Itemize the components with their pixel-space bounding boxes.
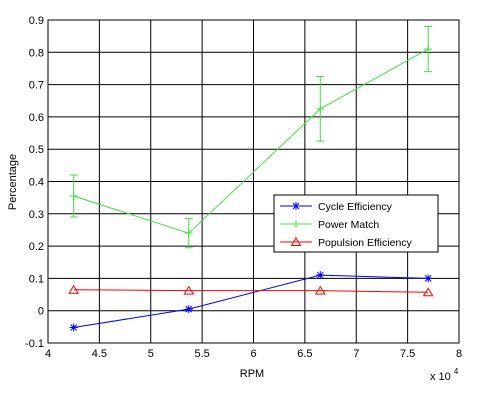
plus-marker (69, 192, 78, 201)
y-tick-label: 0.8 (29, 47, 44, 59)
x-tick-label: 4.5 (92, 348, 107, 360)
plus-marker (424, 45, 433, 54)
y-tick-label: 0.6 (29, 112, 44, 124)
y-tick-label: 0 (38, 306, 44, 318)
x-axis-ticks: 4 4.5 5 5.5 6 6.5 7 7.5 8 (45, 348, 462, 360)
plot-frame (47, 19, 460, 344)
y-tick-label: 0.5 (29, 144, 44, 156)
triangle-marker (314, 285, 326, 295)
triangle-marker (183, 285, 195, 295)
x-axis-label: RPM (240, 368, 264, 380)
triangle-marker (290, 237, 302, 246)
x-axis-multiplier: x 10 4 (430, 367, 459, 383)
legend-label: Power Match (318, 219, 379, 231)
asterisk-marker (316, 271, 325, 280)
series-line (73, 48, 429, 234)
asterisk-marker (69, 323, 78, 332)
x-tick-label: 5 (148, 348, 154, 360)
x-tick-label: 4 (45, 348, 51, 360)
legend-label: Cycle Efficiency (318, 201, 393, 213)
y-tick-label: 0.4 (29, 177, 44, 189)
asterisk-marker (184, 305, 193, 314)
legend: Cycle Efficiency Power Match Populsion Eff… (273, 194, 439, 253)
x-tick-label: 6.5 (297, 348, 312, 360)
x-tick-label: 8 (456, 348, 462, 360)
triangle-marker (68, 284, 80, 294)
y-tick-label: 0.2 (29, 241, 44, 253)
y-tick-label: 0.9 (29, 15, 44, 27)
data-markers (68, 45, 434, 332)
series-lines (73, 48, 429, 328)
y-axis-label: Percentage (7, 154, 19, 210)
series-line (73, 274, 429, 328)
plus-marker (184, 229, 193, 238)
x-tick-label: 6 (250, 348, 256, 360)
x-tick-label: 5.5 (194, 348, 209, 360)
asterisk-marker (424, 274, 433, 283)
y-tick-label: 0.3 (29, 209, 44, 221)
asterisk-marker (292, 202, 300, 210)
y-axis-ticks: -0.1 0 0.1 0.2 0.3 0.4 0.5 0.6 0.7 0.8 0.9 (25, 15, 44, 350)
x-multiplier-exponent: 4 (454, 367, 459, 376)
x-tick-label: 7 (353, 348, 359, 360)
y-tick-label: -0.1 (25, 338, 44, 350)
series-line (73, 289, 429, 293)
plus-marker (316, 104, 325, 113)
legend-label: Populsion Efficiency (318, 237, 413, 249)
y-tick-label: 0.1 (29, 273, 44, 285)
x-multiplier-base: x 10 (430, 371, 451, 383)
x-tick-label: 7.5 (400, 348, 415, 360)
plus-marker (292, 220, 300, 228)
y-tick-label: 0.7 (29, 80, 44, 92)
triangle-marker (422, 287, 434, 297)
